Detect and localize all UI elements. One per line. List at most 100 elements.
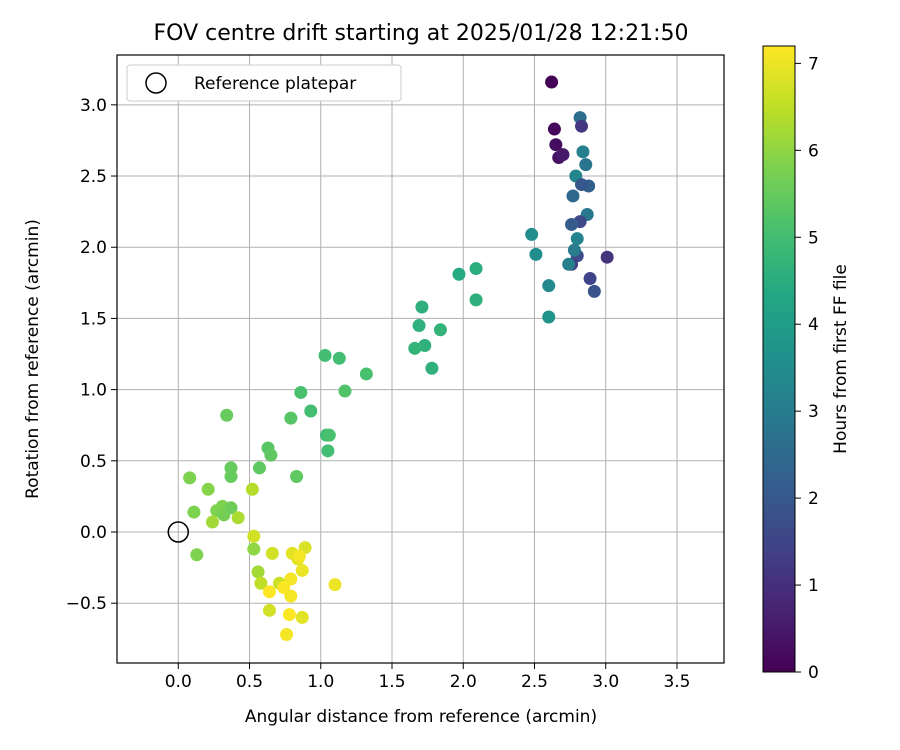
- data-point: [547, 122, 561, 136]
- data-point: [265, 546, 279, 560]
- y-tick-label: 0.5: [80, 452, 107, 472]
- data-point: [318, 348, 332, 362]
- data-point: [224, 469, 238, 483]
- data-point: [328, 578, 342, 592]
- data-point: [321, 444, 335, 458]
- data-point: [579, 158, 593, 172]
- data-point: [418, 338, 432, 352]
- data-point: [304, 404, 318, 418]
- data-point: [425, 361, 439, 375]
- colorbar: [762, 45, 796, 673]
- data-point: [545, 75, 559, 89]
- colorbar-tick-label: 3: [808, 402, 819, 422]
- data-point: [575, 119, 589, 133]
- data-point: [412, 319, 426, 333]
- data-point: [262, 585, 276, 599]
- data-point: [408, 341, 422, 355]
- data-point: [549, 138, 563, 152]
- y-tick-label: 1.5: [80, 309, 107, 329]
- data-point: [190, 548, 204, 562]
- x-tick-label: 0.0: [165, 672, 192, 692]
- data-point: [220, 408, 234, 422]
- data-point: [231, 511, 245, 525]
- legend-box: [126, 64, 402, 102]
- data-point: [600, 250, 614, 264]
- colorbar-tick-label: 7: [808, 54, 819, 74]
- grid-lines: [117, 55, 724, 663]
- data-point: [247, 529, 261, 543]
- data-point: [567, 243, 581, 257]
- data-point: [338, 384, 352, 398]
- data-point: [292, 549, 306, 563]
- reference-marker: [167, 521, 190, 543]
- scatter-points: [167, 75, 614, 642]
- data-point: [566, 189, 580, 203]
- x-tick-label: 1.0: [307, 672, 334, 692]
- data-point: [359, 367, 373, 381]
- colorbar-label: Hours from first FF file: [831, 264, 851, 454]
- colorbar-tick-label: 6: [808, 141, 819, 161]
- x-axis: 0.0 0.5 1.0 1.5 2.0 2.5 3.0 3.5: [165, 663, 691, 692]
- data-point: [205, 515, 219, 529]
- y-tick-label: 3.0: [80, 96, 107, 116]
- data-point: [469, 262, 483, 276]
- colorbar-tick-label: 5: [808, 228, 819, 248]
- y-axis-label: Rotation from reference (arcmin): [23, 219, 43, 499]
- data-point: [529, 247, 543, 261]
- legend-marker-reference: [145, 72, 167, 94]
- data-point: [295, 563, 309, 577]
- data-point: [294, 385, 308, 399]
- data-point: [254, 576, 268, 590]
- data-point: [284, 411, 298, 425]
- x-tick-label: 3.5: [663, 672, 690, 692]
- data-point: [252, 461, 266, 475]
- data-point: [562, 257, 576, 271]
- x-tick-label: 1.5: [378, 672, 405, 692]
- x-axis-label: Angular distance from reference (arcmin): [245, 707, 597, 727]
- plot-frame: [116, 54, 725, 664]
- data-point: [284, 572, 298, 586]
- colorbar-tick-label: 2: [808, 489, 819, 509]
- y-tick-label: 2.5: [80, 167, 107, 187]
- data-point: [284, 589, 298, 603]
- data-point: [575, 178, 589, 192]
- colorbar-tick-label: 1: [808, 576, 819, 596]
- y-tick-label: 1.0: [80, 381, 107, 401]
- data-point: [201, 482, 215, 496]
- data-point: [469, 293, 483, 307]
- data-point: [295, 610, 309, 624]
- data-point: [415, 300, 429, 314]
- data-point: [452, 267, 466, 281]
- data-point: [277, 581, 291, 595]
- data-point: [332, 351, 346, 365]
- colorbar-ticks: 0 1 2 3 4 5 6 7: [795, 54, 819, 683]
- data-point: [322, 428, 336, 442]
- data-point: [556, 148, 570, 162]
- chart-title: FOV centre drift starting at 2025/01/28 …: [154, 21, 689, 46]
- legend-label-reference: Reference platepar: [194, 74, 356, 94]
- y-axis: −0.5 0.0 0.5 1.0 1.5 2.0 2.5 3.0: [66, 96, 117, 614]
- data-point: [245, 482, 259, 496]
- y-tick-label: 0.0: [80, 523, 107, 543]
- data-point: [290, 469, 304, 483]
- data-point: [262, 603, 276, 617]
- data-point: [542, 310, 556, 324]
- data-point: [224, 501, 238, 515]
- y-tick-label: 2.0: [80, 238, 107, 258]
- data-point: [542, 279, 556, 293]
- x-tick-label: 3.0: [592, 672, 619, 692]
- data-point: [264, 448, 278, 462]
- data-point: [280, 628, 294, 642]
- data-point: [187, 505, 201, 519]
- data-point: [576, 145, 590, 159]
- data-point: [587, 284, 601, 298]
- data-point: [251, 565, 265, 579]
- data-point: [247, 542, 261, 556]
- colorbar-tick-label: 0: [808, 663, 819, 683]
- data-point: [570, 232, 584, 246]
- colorbar-tick-label: 4: [808, 315, 819, 335]
- legend: Reference platepar: [126, 64, 402, 102]
- data-point: [525, 227, 539, 241]
- x-tick-label: 0.5: [236, 672, 263, 692]
- data-point: [565, 217, 579, 231]
